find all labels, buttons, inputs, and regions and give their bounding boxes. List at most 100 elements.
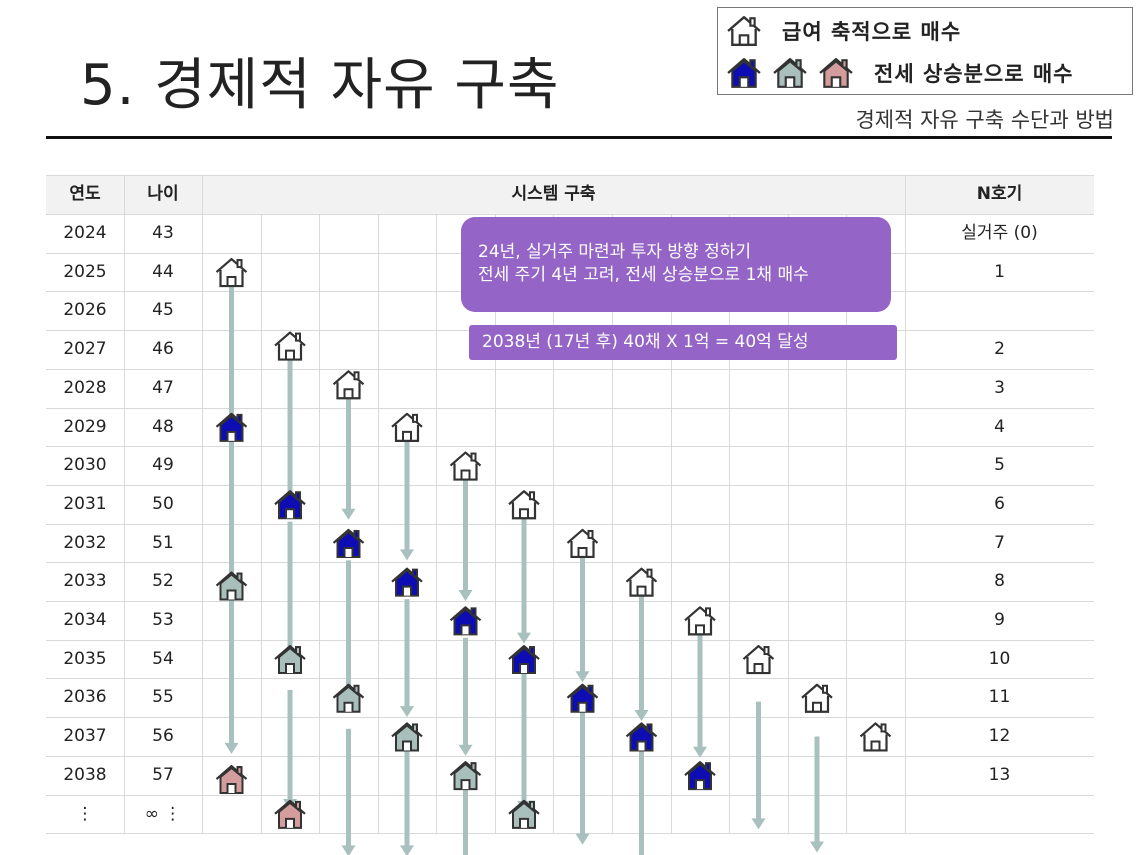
- cell-count: 실거주 (0): [961, 223, 1038, 243]
- cell-age: 50: [152, 493, 174, 514]
- cell-age: 43: [152, 223, 174, 243]
- cell-age: 54: [152, 648, 174, 669]
- legend-row-jeonse: 전세 상승분으로 매수: [724, 56, 1074, 90]
- page-subtitle: 경제적 자유 구축 수단과 방법: [855, 108, 1114, 132]
- grid-line: [846, 214, 847, 834]
- house-outline-icon: [859, 722, 892, 752]
- legend-row-salary: 급여 축적으로 매수: [724, 14, 961, 48]
- grid-line: [553, 214, 554, 834]
- cell-age: 49: [152, 455, 174, 476]
- cell-age: 47: [152, 377, 174, 398]
- down-arrow-icon: [341, 397, 356, 520]
- cell-year: 2028: [63, 377, 107, 398]
- cell-year: 2035: [63, 648, 107, 669]
- header-age: 나이: [147, 184, 179, 204]
- grid-line: [46, 175, 1094, 176]
- house-outline-icon: [508, 490, 540, 520]
- down-arrow-icon: [810, 736, 824, 853]
- cell-age: 56: [152, 726, 174, 747]
- down-arrow-icon: [751, 701, 766, 830]
- grid-line: [261, 214, 262, 834]
- house-blue-icon: [508, 644, 540, 675]
- cell-year: ⋮: [76, 803, 94, 824]
- house-outline-icon: [566, 528, 599, 559]
- grid-line: [46, 214, 1094, 215]
- cell-count: 13: [988, 764, 1011, 785]
- house-blue-icon: [391, 567, 423, 597]
- down-arrow-icon: [458, 637, 473, 756]
- cell-count: 7: [994, 532, 1005, 553]
- legend: 급여 축적으로 매수 전세 상승분으로 매수: [717, 7, 1133, 95]
- grid-line: [202, 175, 203, 834]
- grid-line: [46, 639, 1094, 641]
- house-pink-icon: [274, 799, 306, 829]
- grid-line: [612, 214, 613, 834]
- header-count: N호기: [976, 184, 1023, 204]
- house-outline-icon: [274, 331, 306, 361]
- cell-year: 2032: [63, 532, 107, 553]
- down-arrow-icon: [575, 552, 590, 683]
- cell-count: 10: [988, 648, 1011, 669]
- house-outline-icon: [449, 451, 482, 481]
- grid-line: [436, 214, 437, 834]
- cell-year: 2037: [63, 726, 107, 747]
- grid-line: [46, 407, 1094, 409]
- cell-age: 44: [152, 261, 174, 282]
- down-arrow-icon: [639, 728, 644, 855]
- cell-age: 55: [152, 687, 174, 708]
- cell-year: 2027: [63, 339, 107, 360]
- cell-count: 2: [994, 339, 1005, 360]
- grid-line: [319, 214, 320, 834]
- plan-note-line1: 24년, 실거주 마련과 투자 방향 정하기: [478, 242, 752, 262]
- house-blue-icon: [566, 683, 599, 713]
- cell-year: 2029: [63, 416, 107, 437]
- down-arrow-icon: [341, 728, 356, 855]
- title-divider: [46, 136, 1112, 139]
- cell-age: 52: [152, 571, 174, 592]
- cell-count: 8: [994, 571, 1005, 592]
- grid-line: [46, 794, 1094, 796]
- cell-age: 45: [152, 300, 174, 321]
- grid-line: [46, 678, 1094, 680]
- grid-line: [671, 214, 672, 834]
- cell-age: 53: [152, 610, 174, 630]
- cell-year: 2031: [63, 493, 107, 514]
- house-blue-icon: [274, 490, 306, 520]
- header-system: 시스템 구축: [511, 184, 596, 204]
- house-blue-icon: [727, 58, 761, 88]
- cell-count: 6: [994, 493, 1005, 514]
- down-arrow-icon: [575, 690, 590, 845]
- cell-count: 1: [994, 261, 1005, 282]
- grid-line: [905, 175, 906, 834]
- down-arrow-icon: [458, 475, 473, 601]
- grid-line: [46, 484, 1094, 486]
- grid-line: [46, 523, 1094, 525]
- down-arrow-icon: [400, 599, 414, 718]
- house-outline-icon: [391, 412, 423, 442]
- house-gray-icon: [391, 722, 423, 752]
- cell-count: 5: [994, 455, 1005, 476]
- house-gray-icon: [274, 644, 306, 675]
- cell-count: 9: [994, 610, 1005, 630]
- cell-count: 11: [988, 687, 1011, 708]
- house-outline-icon: [684, 606, 716, 636]
- cell-count: 3: [994, 377, 1005, 398]
- house-outline-icon: [215, 257, 248, 288]
- grid-line: [495, 214, 496, 834]
- header-year: 연도: [69, 184, 101, 204]
- house-outline-icon: [742, 644, 775, 675]
- down-arrow-icon: [224, 281, 239, 754]
- house-blue-icon: [625, 722, 658, 752]
- grid-line: [378, 214, 379, 834]
- grid-line: [46, 368, 1094, 370]
- grid-line: [729, 214, 730, 834]
- cell-year: 2033: [63, 571, 107, 592]
- legend-salary-label: 급여 축적으로 매수: [782, 20, 962, 44]
- grid-line: [46, 562, 1094, 564]
- cell-year: 2026: [63, 300, 107, 321]
- house-gray-icon: [508, 799, 540, 829]
- cell-age: 48: [152, 416, 174, 437]
- down-arrow-icon: [634, 591, 649, 721]
- cell-year: 2036: [63, 687, 107, 708]
